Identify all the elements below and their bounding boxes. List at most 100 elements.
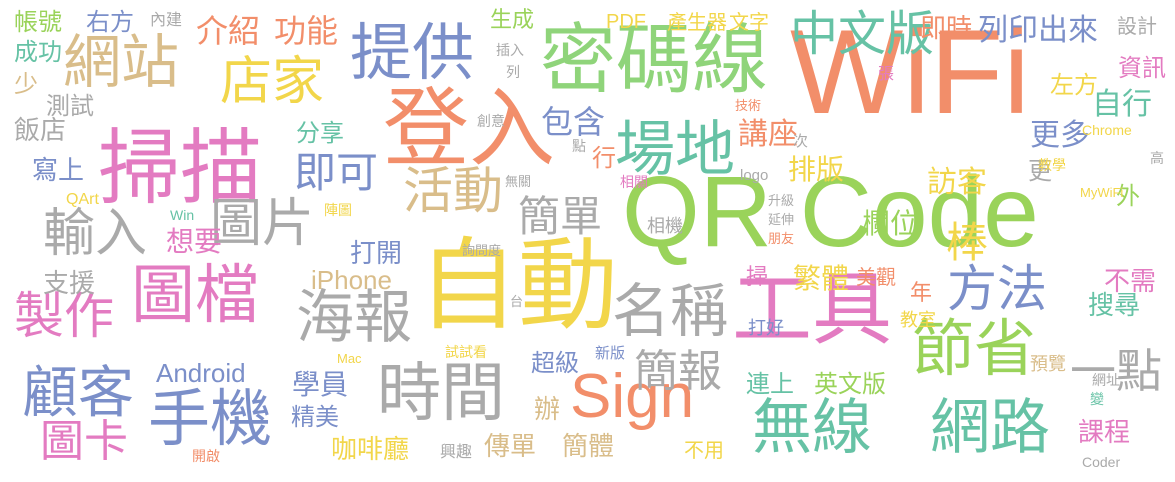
word-insert: 插入 xyxy=(496,43,524,59)
word-success: 成功 xyxy=(14,38,62,66)
word-times: 次 xyxy=(793,132,809,150)
word-friend: 朋友 xyxy=(768,232,795,247)
word-feature: 功能 xyxy=(274,12,339,50)
word-unnecessary: 不用 xyxy=(684,438,724,462)
word-sheet: 張 xyxy=(878,64,895,83)
word-try-it: 試試看 xyxy=(445,345,487,361)
word-super: 超級 xyxy=(531,349,579,377)
word-simple: 簡單 xyxy=(518,192,603,241)
word-make: 製作 xyxy=(14,287,114,345)
word-account: 帳號 xyxy=(14,8,62,36)
word-high: 高 xyxy=(1150,151,1164,167)
word-classroom: 教室 xyxy=(900,310,936,331)
word-text: 文字 xyxy=(729,10,769,34)
word-teaching: 教學 xyxy=(1038,158,1066,174)
word-hotel: 飯店 xyxy=(14,116,67,146)
word-column: 列 xyxy=(506,65,520,81)
word-camera: 相機 xyxy=(647,216,683,237)
word-enable: 開啟 xyxy=(192,449,220,465)
word-upgrade: 升級 xyxy=(768,194,795,209)
word-provide: 提供 xyxy=(350,16,475,89)
word-event: 活動 xyxy=(403,162,503,220)
word-scan: 掃描 xyxy=(98,121,263,216)
word-connect: 連上 xyxy=(746,370,794,398)
word-just: 即可 xyxy=(294,148,379,197)
word-coder: Coder xyxy=(1082,454,1121,470)
word-generator: 產生器 xyxy=(667,10,727,34)
word-support: 支援 xyxy=(43,269,96,299)
word-do: 辦 xyxy=(534,395,561,425)
word-sign: Sign xyxy=(570,362,695,431)
word-year: 年 xyxy=(910,281,933,306)
word-save: 節省 xyxy=(912,312,1037,385)
word-no-need: 不需 xyxy=(1104,267,1157,297)
word-point: 點 xyxy=(572,139,586,155)
word-preview: 預覽 xyxy=(1030,354,1066,375)
word-card: 圖卡 xyxy=(40,416,128,467)
word-store: 店家 xyxy=(220,52,325,112)
word-student: 學員 xyxy=(292,368,349,401)
word-sweep: 掃 xyxy=(746,265,769,290)
word-poster: 海報 xyxy=(296,283,413,351)
word-intro: 介紹 xyxy=(196,12,261,50)
word-beautiful: 美觀 xyxy=(856,265,896,289)
word-info: 資訊 xyxy=(1118,54,1166,82)
word-extend: 延伸 xyxy=(768,213,795,228)
word-input: 輸入 xyxy=(43,204,148,264)
word-inquiry: 詢問度 xyxy=(462,244,502,259)
word-change: 變 xyxy=(1090,392,1104,408)
word-password-line: 密碼線 xyxy=(540,15,768,104)
word-visitor: 訪客 xyxy=(927,165,987,200)
word-outside: 外 xyxy=(1116,182,1140,210)
word-print-out: 列印出來 xyxy=(978,13,1098,48)
word-iphone: iPhone xyxy=(311,265,392,295)
word-image-file: 圖檔 xyxy=(131,259,259,333)
word-open: 打開 xyxy=(350,239,403,269)
word-tool: 工具 xyxy=(732,263,892,356)
word-taiwan: 台 xyxy=(510,295,524,310)
word-pdf: PDF xyxy=(606,11,646,33)
word-layout: 排版 xyxy=(788,153,845,186)
word-course: 課程 xyxy=(1078,418,1131,448)
word-qr-code: QR Code xyxy=(622,156,1039,268)
word-write-on: 寫上 xyxy=(32,156,85,186)
word-unrelated: 無關 xyxy=(505,175,532,190)
word-generate: 生成 xyxy=(490,8,535,33)
word-mac: Mac xyxy=(337,351,362,366)
word-network: 網路 xyxy=(930,393,1050,463)
word-builtin: 內建 xyxy=(150,10,183,29)
word-include: 包含 xyxy=(541,103,606,141)
word-great: 棒 xyxy=(946,218,989,267)
word-right-side: 右方 xyxy=(86,8,134,36)
word-search: 搜尋 xyxy=(1088,291,1141,321)
word-cafe: 咖啡廳 xyxy=(331,435,410,465)
word-url: 網址 xyxy=(1092,373,1120,389)
word-name: 名稱 xyxy=(612,277,729,345)
word-left-side: 左方 xyxy=(1050,71,1098,99)
word-slides: 簡報 xyxy=(634,346,722,397)
word-less: 少 xyxy=(14,70,38,98)
word-creative: 創意 xyxy=(477,114,505,130)
word-typed: 打好 xyxy=(748,318,784,339)
word-win: Win xyxy=(170,207,195,223)
word-method: 方法 xyxy=(947,260,1047,318)
word-share: 分享 xyxy=(296,119,344,147)
word-want: 想要 xyxy=(166,225,223,258)
word-auto: 自動 xyxy=(418,227,618,344)
word-customer: 顧客 xyxy=(22,361,134,426)
word-website: 網站 xyxy=(63,28,180,96)
word-qart: QArt xyxy=(66,191,99,208)
word-wireless: 無線 xyxy=(752,393,872,463)
word-tech: 技術 xyxy=(735,99,762,114)
word-mywifi: MyWiFi xyxy=(1080,185,1124,200)
word-phone: 手機 xyxy=(148,382,273,455)
word-venue: 場地 xyxy=(615,115,735,185)
word-english-version: 英文版 xyxy=(814,370,886,398)
word-traditional: 繁體 xyxy=(793,262,850,295)
word-simplified: 簡體 xyxy=(562,432,615,462)
word-logo: logo xyxy=(740,167,769,184)
word-interest: 興趣 xyxy=(440,442,473,461)
word-test: 測試 xyxy=(46,92,94,120)
word-design: 設計 xyxy=(1117,14,1157,38)
